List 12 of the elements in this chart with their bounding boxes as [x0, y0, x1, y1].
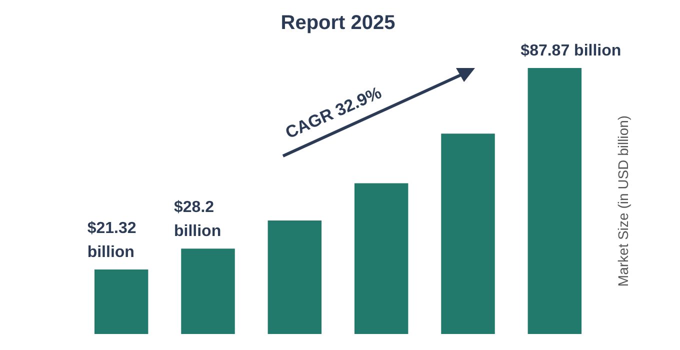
data-label: $21.32 billion	[87, 220, 141, 261]
chart-title: Report 2025	[280, 12, 396, 34]
bar	[181, 248, 235, 334]
bar	[94, 269, 148, 334]
data-label: $87.87 billion	[520, 42, 622, 60]
y-axis-title: Market Size (in USD billion)	[615, 115, 631, 287]
data-label: $28.2 billion	[174, 199, 222, 240]
bar	[268, 220, 322, 334]
bar	[441, 134, 495, 334]
bar	[528, 68, 582, 334]
bar	[354, 183, 408, 334]
annotation: CAGR 32.9%	[282, 83, 384, 142]
